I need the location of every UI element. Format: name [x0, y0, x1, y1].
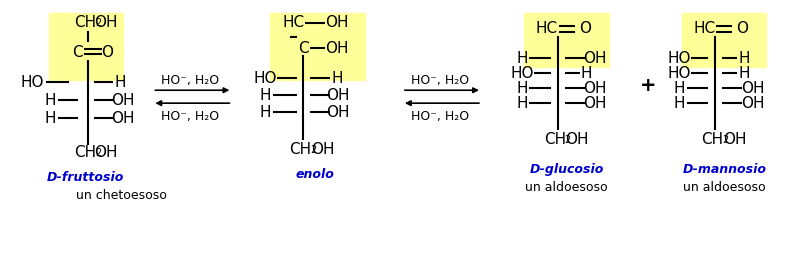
Text: OH: OH — [583, 96, 606, 111]
Text: OH: OH — [111, 93, 134, 108]
Text: H: H — [115, 75, 126, 90]
Text: OH: OH — [93, 146, 117, 160]
Text: CH: CH — [289, 142, 312, 157]
Text: CH: CH — [702, 132, 724, 147]
Text: H: H — [738, 66, 750, 81]
Text: H: H — [260, 88, 271, 103]
Text: HO⁻, H₂O: HO⁻, H₂O — [161, 110, 220, 123]
Text: +: + — [640, 76, 657, 95]
Bar — [682, 13, 766, 67]
Text: OH: OH — [326, 88, 350, 103]
Text: un chetoesoso: un chetoesoso — [76, 189, 166, 202]
Text: OH: OH — [722, 132, 746, 147]
Bar — [49, 13, 124, 80]
Text: CH: CH — [74, 15, 97, 30]
Text: OH: OH — [93, 15, 117, 30]
Text: O: O — [578, 21, 590, 36]
Text: HO: HO — [668, 51, 691, 66]
Text: HC: HC — [535, 21, 558, 36]
Bar — [270, 13, 365, 80]
Text: HO⁻, H₂O: HO⁻, H₂O — [411, 74, 469, 87]
Text: H: H — [45, 111, 57, 126]
Text: 2: 2 — [565, 135, 570, 145]
Text: HO: HO — [253, 71, 277, 86]
Text: O: O — [737, 21, 749, 36]
Text: HO: HO — [21, 75, 45, 90]
Text: OH: OH — [583, 51, 606, 66]
Text: HO: HO — [668, 66, 691, 81]
Text: H: H — [674, 96, 686, 111]
Text: H: H — [738, 51, 750, 66]
Text: OH: OH — [111, 111, 134, 126]
Text: HO⁻, H₂O: HO⁻, H₂O — [161, 74, 220, 87]
Text: D-glucosio: D-glucosio — [530, 163, 604, 176]
Text: 2: 2 — [95, 18, 101, 28]
Text: HC: HC — [282, 15, 304, 30]
Text: H: H — [581, 66, 592, 81]
Text: enolo: enolo — [296, 168, 335, 181]
Text: OH: OH — [583, 81, 606, 96]
Text: OH: OH — [312, 142, 335, 157]
Text: HC: HC — [694, 21, 716, 36]
Text: un aldoesoso: un aldoesoso — [526, 181, 608, 194]
Text: H: H — [674, 81, 686, 96]
Text: H: H — [260, 105, 271, 120]
Text: OH: OH — [326, 105, 350, 120]
Text: OH: OH — [565, 132, 588, 147]
Text: 2: 2 — [310, 145, 316, 155]
Text: CH: CH — [543, 132, 566, 147]
Text: OH: OH — [741, 96, 764, 111]
Text: 2: 2 — [95, 148, 101, 158]
Text: H: H — [45, 93, 57, 108]
Text: H: H — [332, 71, 343, 86]
Text: CH: CH — [74, 146, 97, 160]
Text: OH: OH — [325, 41, 349, 56]
Text: un aldoesoso: un aldoesoso — [683, 181, 765, 194]
Text: H: H — [516, 81, 527, 96]
Text: D-mannosio: D-mannosio — [682, 163, 766, 176]
Text: O: O — [101, 45, 113, 60]
Text: D-fruttosio: D-fruttosio — [47, 171, 124, 184]
Text: HO: HO — [510, 66, 534, 81]
Text: 2: 2 — [722, 135, 729, 145]
Text: H: H — [516, 51, 527, 66]
Text: HO⁻, H₂O: HO⁻, H₂O — [411, 110, 469, 123]
Text: OH: OH — [325, 15, 349, 30]
Text: C: C — [72, 45, 83, 60]
Bar — [524, 13, 609, 67]
Text: C: C — [298, 41, 308, 56]
Text: H: H — [516, 96, 527, 111]
Text: OH: OH — [741, 81, 764, 96]
